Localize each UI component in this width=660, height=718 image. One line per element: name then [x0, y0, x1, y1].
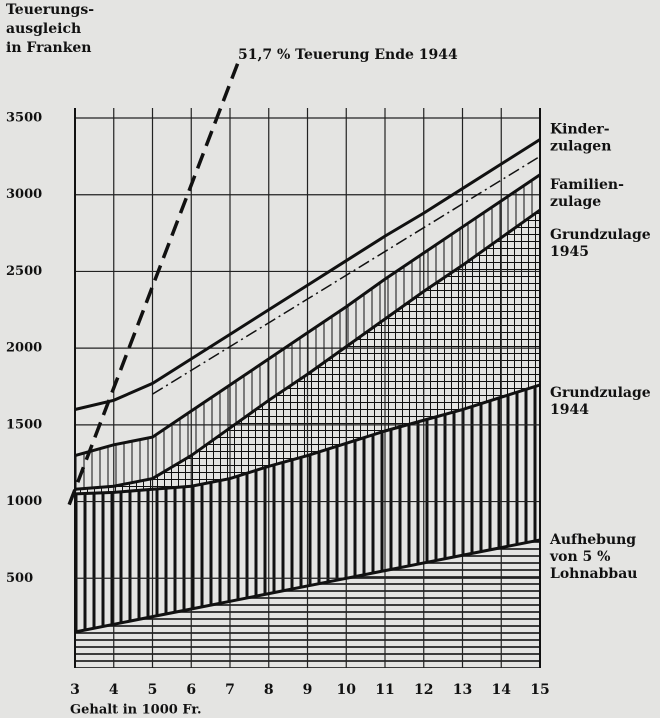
series-label: Grundzulage 1944	[550, 385, 651, 418]
x-tick-label: 10	[337, 682, 357, 698]
x-tick-label: 11	[375, 682, 394, 698]
y-tick-label: 2000	[6, 341, 42, 356]
series-line	[67, 57, 242, 506]
x-axis-label: Gehalt in 1000 Fr.	[70, 703, 202, 718]
series-line	[74, 173, 541, 457]
x-tick-label: 6	[186, 682, 196, 698]
series-line	[74, 138, 541, 411]
x-tick-label: 3	[70, 682, 80, 698]
x-tick-label: 4	[109, 682, 119, 698]
x-tick-label: 12	[414, 682, 433, 698]
x-tick-label: 9	[303, 682, 313, 698]
x-tick-label: 15	[530, 682, 549, 698]
series-label: Kinder-zulagen	[550, 121, 611, 154]
series-line	[74, 383, 541, 496]
x-tick-label: 14	[492, 682, 512, 698]
x-tick-label: 8	[264, 682, 274, 698]
y-tick-label: 3000	[6, 187, 42, 202]
y-tick-label: 2500	[6, 264, 42, 279]
series-label: Familien-zulage	[550, 177, 624, 210]
y-tick-label: 1500	[6, 417, 42, 432]
series-line	[74, 538, 541, 634]
series-label: Grundzulage 1945	[550, 227, 651, 260]
y-tick-label: 500	[6, 571, 33, 586]
y-axis-label: Teuerungs-ausgleich in Franken	[6, 2, 94, 56]
x-tick-label: 5	[148, 682, 158, 698]
series-label: Aufhebung von 5 % Lohnabbau	[549, 532, 637, 582]
series-line	[152, 155, 541, 395]
annotation: 51,7 % Teuerung Ende 1944	[238, 47, 458, 63]
series-line	[74, 208, 541, 491]
y-tick-label: 3500	[6, 111, 42, 126]
x-tick-label: 13	[453, 682, 472, 698]
x-tick-label: 7	[225, 682, 235, 698]
y-tick-label: 1000	[6, 494, 42, 509]
